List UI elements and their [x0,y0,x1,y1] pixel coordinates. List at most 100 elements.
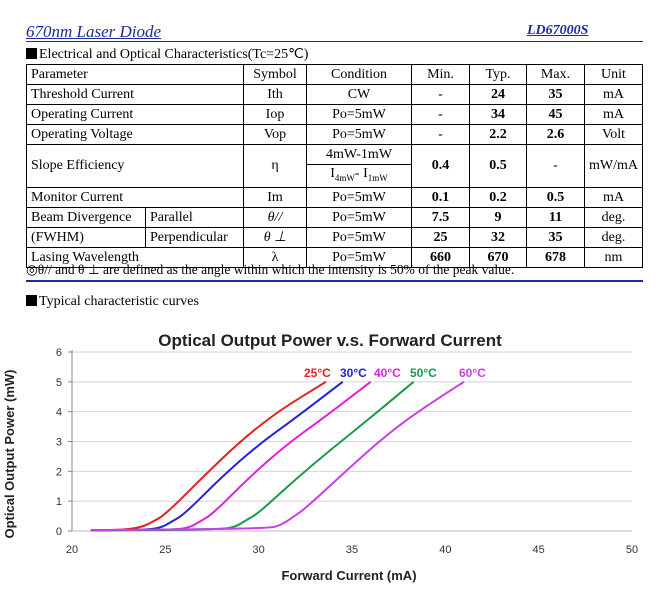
output-power-chart: Optical Output Power v.s. Forward Curren… [2,331,638,583]
cell-unit: mA [584,186,643,208]
th-min: Min. [411,64,470,85]
cell-subparam: Perpendicular [145,226,244,248]
legend-label: 25°C [304,366,331,380]
square-bullet-icon [26,295,37,306]
cell-condition: CW [306,84,412,105]
cell-unit: deg. [584,226,643,248]
chart-series [90,380,465,532]
cell-condition: Po=5mW [306,124,412,145]
cell-typ: 670 [469,246,527,268]
cell-symbol: Vop [243,124,307,145]
table-row: Operating Current Iop Po=5mW - 34 45 mA [26,104,643,125]
cell-max: - [526,144,585,188]
chart-axes [68,350,632,532]
legend-label: 50°C [410,366,437,380]
legend-label: 60°C [459,366,486,380]
cell-param: Monitor Current [26,186,244,208]
cell-min: 7.5 [411,206,470,228]
cell-max: 0.5 [526,186,585,208]
section-title-text: Typical characteristic curves [39,294,199,309]
table-row: Operating Voltage Vop Po=5mW - 2.2 2.6 V… [26,124,643,145]
cell-max: 45 [526,104,585,125]
table-row: (FWHM) Perpendicular θ ⊥ Po=5mW 25 32 35… [26,226,643,248]
cell-symbol: Ith [243,84,307,105]
legend-label: 30°C [340,366,367,380]
cell-max: 2.6 [526,124,585,145]
cell-max: 35 [526,226,585,248]
th-condition: Condition [306,64,412,85]
header-model-left: 670nm Laser Diode [26,22,162,41]
cell-unit: nm [584,246,643,268]
cell-max: 11 [526,206,585,228]
cell-min: - [411,104,470,125]
cell-symbol: θ// [243,206,307,228]
cell-typ: 2.2 [469,124,527,145]
y-tick-label: 3 [56,437,62,449]
x-axis-label: Forward Current (mA) [281,568,416,583]
cell-min: 25 [411,226,470,248]
table-row: Monitor Current Im Po=5mW 0.1 0.2 0.5 mA [26,186,643,208]
series-line [90,380,465,532]
table-row: Threshold Current Ith CW - 24 35 mA [26,84,643,105]
chart-legend: 25°C 30°C 40°C 50°C 60°C [304,366,486,380]
th-symbol: Symbol [243,64,307,85]
square-bullet-icon [26,48,37,59]
cell-condition: 4mW-1mW [306,144,412,165]
chart-grid [72,351,632,502]
y-tick-label: 0 [56,526,62,538]
cell-unit: Volt [584,124,643,145]
cell-condition: Po=5mW [306,206,412,228]
cell-param: Lasing Wavelength [26,246,244,268]
cell-typ: 32 [469,226,527,248]
cell-typ: 0.5 [469,144,527,188]
cell-symbol: Iop [243,104,307,125]
cell-typ: 0.2 [469,186,527,208]
x-tick-label: 25 [159,544,171,556]
y-tick-label: 4 [56,407,62,419]
x-tick-label: 20 [66,544,78,556]
cell-condition-formula: I4mW- I1mW [306,164,412,188]
spec-table: Parameter Symbol Condition Min. Typ. Max… [26,64,643,268]
footnote: ◎θ// and θ ⊥ are defined as the angle wi… [26,262,515,277]
y-tick-label: 5 [56,377,62,389]
series-line [90,380,327,532]
cell-condition: Po=5mW [306,246,412,268]
th-max: Max. [526,64,585,85]
cell-param: (FWHM) [26,226,146,248]
cell-subparam: Parallel [145,206,244,228]
section-title-characteristics: Electrical and Optical Characteristics(T… [26,46,308,63]
cell-symbol: Im [243,186,307,208]
cell-min: - [411,124,470,145]
th-unit: Unit [584,64,643,85]
th-typ: Typ. [469,64,527,85]
table-row: Beam Divergence Parallel θ// Po=5mW 7.5 … [26,206,643,228]
x-tick-label: 35 [346,544,358,556]
y-tick-label: 6 [56,347,62,359]
table-row-slope-1: Slope Efficiency η 4mW-1mW 0.4 0.5 - mW/… [26,144,643,188]
cell-symbol: η [243,144,307,188]
x-tick-label: 30 [253,544,265,556]
cell-max: 678 [526,246,585,268]
cell-unit: mA [584,104,643,125]
section-title-curves: Typical characteristic curves [26,294,199,310]
th-parameter: Parameter [26,64,244,85]
table-header-row: Parameter Symbol Condition Min. Typ. Max… [26,64,643,85]
cell-min: 0.1 [411,186,470,208]
cell-param: Operating Current [26,104,244,125]
cell-min: - [411,84,470,105]
cell-typ: 34 [469,104,527,125]
header-model-right: LD67000S [527,23,589,38]
header-rule [26,41,643,42]
footnote-rule [26,280,643,282]
cell-unit: deg. [584,206,643,228]
cell-max: 35 [526,84,585,105]
table-row: Lasing Wavelength λ Po=5mW 660 670 678 n… [26,246,643,268]
cell-symbol: θ ⊥ [243,226,307,248]
y-tick-label: 2 [56,466,62,478]
cell-param: Operating Voltage [26,124,244,145]
series-line [90,381,415,532]
x-tick-label: 45 [533,544,545,556]
formula-sub-a: 4mW [334,172,355,183]
formula-i-a: I [330,166,335,181]
